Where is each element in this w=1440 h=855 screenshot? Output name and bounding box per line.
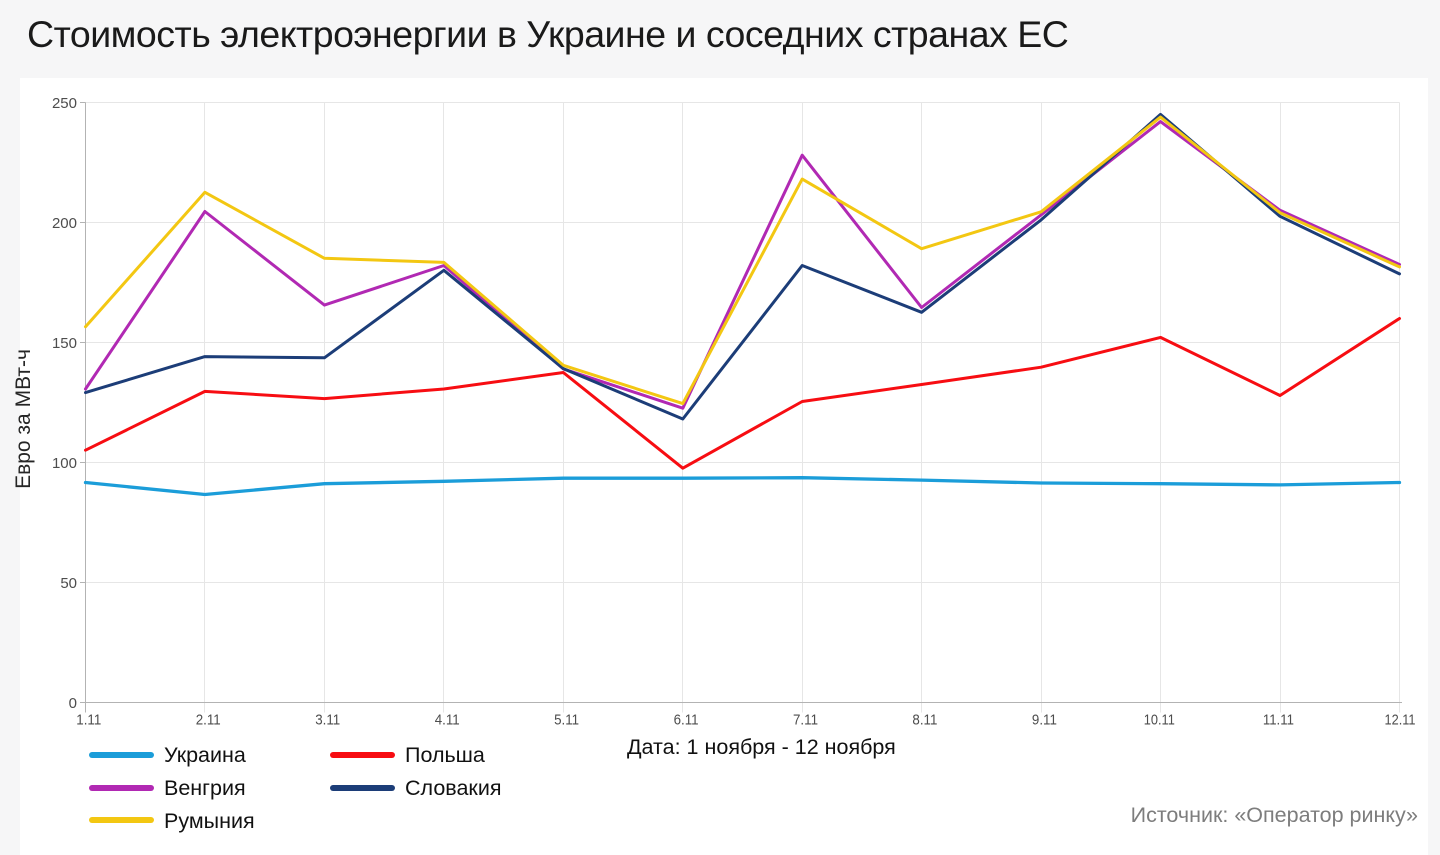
svg-text:200: 200 [52,215,77,232]
svg-text:4.11: 4.11 [435,712,460,729]
svg-text:Евро за МВт-ч: Евро за МВт-ч [12,349,35,489]
svg-text:100: 100 [52,455,77,472]
svg-text:12.11: 12.11 [1385,712,1416,729]
svg-text:8.11: 8.11 [912,712,937,729]
svg-text:250: 250 [52,95,77,112]
svg-text:7.11: 7.11 [793,712,818,729]
svg-text:150: 150 [52,335,77,352]
svg-text:2.11: 2.11 [196,712,221,729]
svg-text:50: 50 [60,575,77,592]
svg-text:3.11: 3.11 [315,712,340,729]
svg-text:10.11: 10.11 [1144,712,1175,729]
svg-text:6.11: 6.11 [674,712,699,729]
svg-text:5.11: 5.11 [554,712,579,729]
svg-text:1.11: 1.11 [76,712,101,729]
svg-text:9.11: 9.11 [1032,712,1057,729]
svg-text:0: 0 [69,695,77,712]
svg-text:11.11: 11.11 [1263,712,1294,729]
